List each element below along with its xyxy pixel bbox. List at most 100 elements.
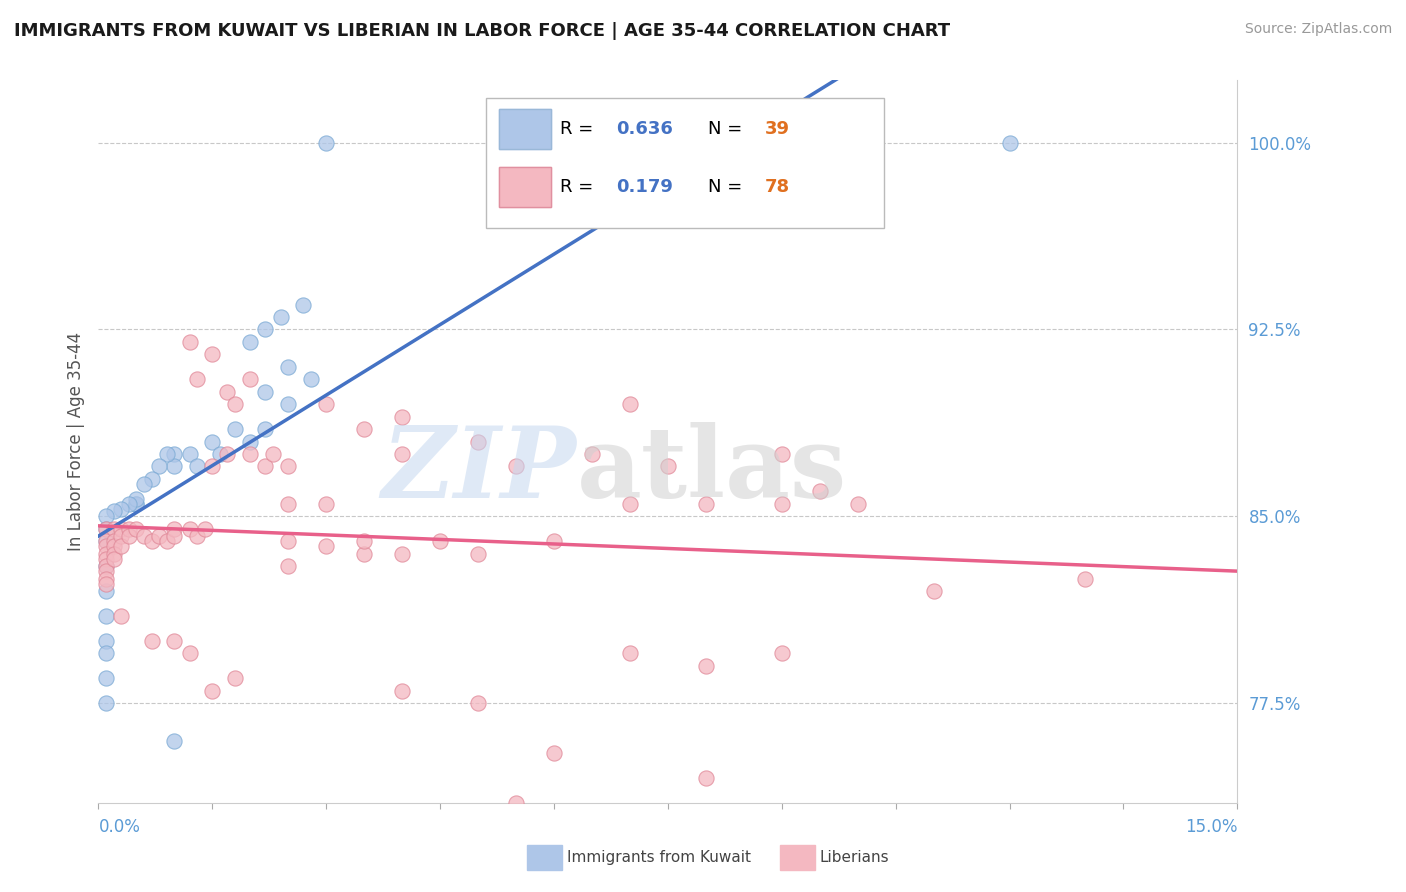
- Point: [201, 459, 224, 474]
- Text: 0.636: 0.636: [617, 120, 673, 138]
- Point: [224, 422, 246, 436]
- Point: [770, 447, 793, 461]
- Point: [224, 671, 246, 685]
- Point: [543, 746, 565, 760]
- Point: [163, 522, 186, 536]
- Text: 78: 78: [765, 178, 790, 196]
- Point: [277, 534, 299, 549]
- Point: [94, 584, 117, 599]
- Point: [141, 633, 163, 648]
- Point: [118, 497, 141, 511]
- Point: [619, 397, 641, 411]
- Point: [262, 447, 284, 461]
- Point: [808, 484, 831, 499]
- Point: [391, 409, 413, 424]
- FancyBboxPatch shape: [485, 98, 884, 228]
- Point: [110, 609, 132, 624]
- Point: [217, 447, 239, 461]
- Point: [277, 497, 299, 511]
- Point: [353, 547, 375, 561]
- Point: [186, 459, 208, 474]
- Point: [148, 529, 170, 543]
- Bar: [499, 167, 551, 207]
- Point: [208, 447, 231, 461]
- Point: [163, 733, 186, 747]
- Point: [315, 497, 337, 511]
- Point: [94, 534, 117, 549]
- Text: 0.179: 0.179: [617, 178, 673, 196]
- Point: [505, 796, 527, 810]
- Point: [118, 522, 141, 536]
- Point: [998, 136, 1021, 150]
- Point: [94, 572, 117, 586]
- Text: 15.0%: 15.0%: [1185, 818, 1237, 836]
- Point: [239, 334, 262, 349]
- Text: Immigrants from Kuwait: Immigrants from Kuwait: [567, 850, 751, 864]
- Point: [770, 646, 793, 660]
- Point: [254, 459, 277, 474]
- Point: [118, 529, 141, 543]
- Text: ZIP: ZIP: [382, 422, 576, 518]
- Point: [94, 534, 117, 549]
- Text: Liberians: Liberians: [820, 850, 890, 864]
- Point: [299, 372, 322, 386]
- Point: [94, 547, 117, 561]
- Point: [695, 771, 717, 785]
- Point: [163, 633, 186, 648]
- Point: [148, 459, 170, 474]
- Point: [846, 497, 869, 511]
- Point: [179, 646, 201, 660]
- Point: [353, 534, 375, 549]
- Point: [201, 347, 224, 361]
- Point: [224, 397, 246, 411]
- Point: [353, 422, 375, 436]
- Point: [110, 522, 132, 536]
- Text: 39: 39: [765, 120, 790, 138]
- Point: [201, 683, 224, 698]
- Point: [125, 497, 148, 511]
- Point: [94, 646, 117, 660]
- Text: IMMIGRANTS FROM KUWAIT VS LIBERIAN IN LABOR FORCE | AGE 35-44 CORRELATION CHART: IMMIGRANTS FROM KUWAIT VS LIBERIAN IN LA…: [14, 22, 950, 40]
- Point: [163, 529, 186, 543]
- Point: [581, 447, 603, 461]
- Point: [125, 497, 148, 511]
- Point: [277, 397, 299, 411]
- Bar: [499, 109, 551, 149]
- Point: [254, 322, 277, 336]
- Point: [239, 372, 262, 386]
- Text: R =: R =: [560, 120, 599, 138]
- Point: [103, 522, 125, 536]
- Text: Source: ZipAtlas.com: Source: ZipAtlas.com: [1244, 22, 1392, 37]
- Point: [201, 434, 224, 449]
- Point: [110, 539, 132, 553]
- Point: [94, 609, 117, 624]
- Point: [179, 334, 201, 349]
- Point: [94, 671, 117, 685]
- Point: [543, 534, 565, 549]
- Point: [103, 534, 125, 549]
- Text: N =: N =: [707, 120, 748, 138]
- Point: [141, 534, 163, 549]
- Point: [156, 447, 179, 461]
- Point: [217, 384, 239, 399]
- Point: [292, 297, 315, 311]
- Point: [179, 522, 201, 536]
- Point: [163, 459, 186, 474]
- Text: N =: N =: [707, 178, 748, 196]
- Point: [194, 522, 217, 536]
- Point: [94, 564, 117, 578]
- Point: [467, 696, 489, 710]
- Point: [156, 534, 179, 549]
- Point: [467, 547, 489, 561]
- Point: [103, 539, 125, 553]
- Point: [94, 696, 117, 710]
- Point: [94, 539, 117, 553]
- Point: [619, 497, 641, 511]
- Point: [922, 584, 945, 599]
- Point: [619, 646, 641, 660]
- Point: [391, 547, 413, 561]
- Point: [132, 476, 155, 491]
- Point: [186, 372, 208, 386]
- Bar: [499, 167, 551, 207]
- Point: [315, 136, 337, 150]
